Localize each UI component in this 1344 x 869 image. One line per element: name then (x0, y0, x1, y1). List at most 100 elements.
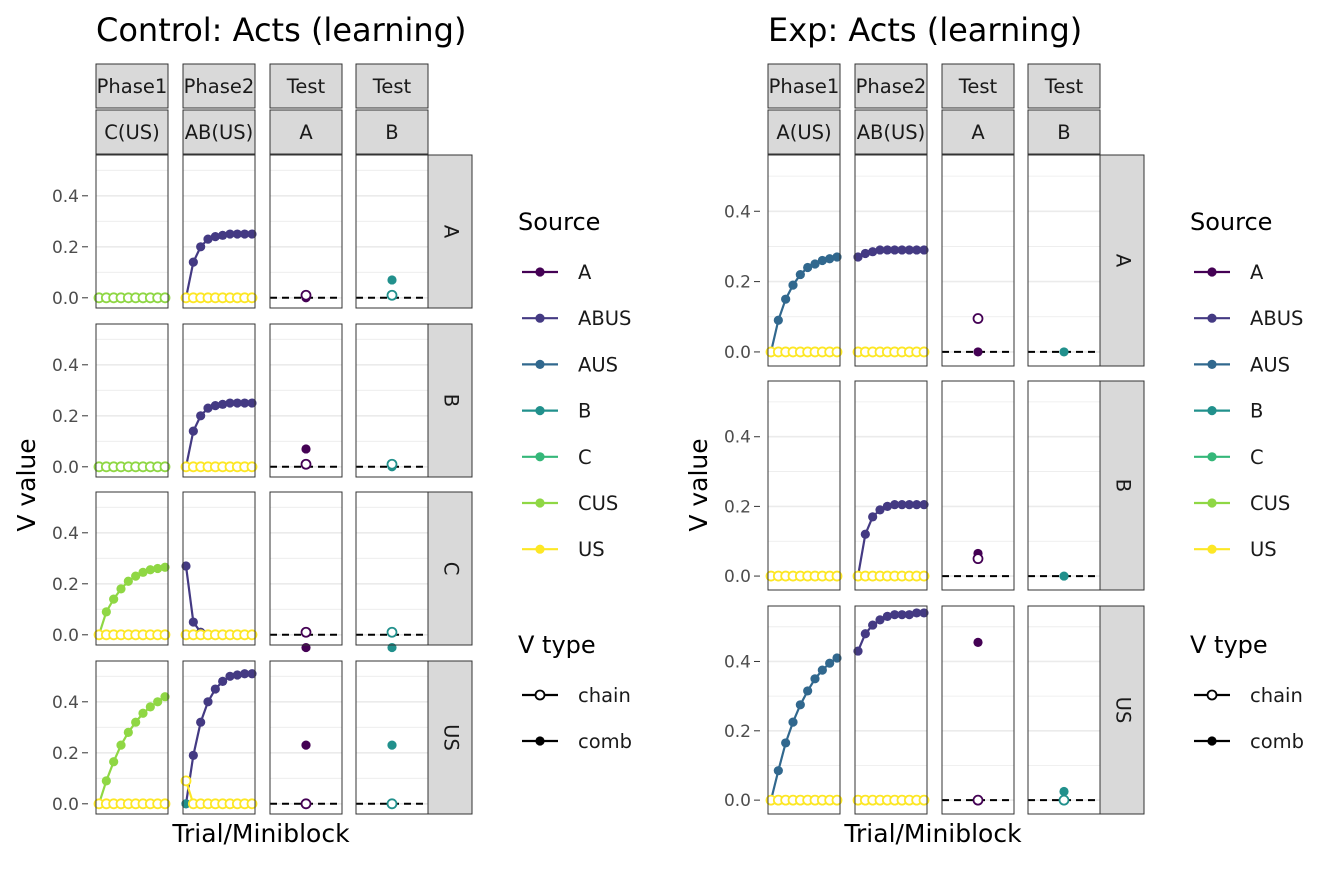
data-point-comb (301, 444, 311, 454)
facet-strip-top (355, 63, 429, 109)
facet-strip-bottom (182, 109, 256, 155)
facet-strip-bottom (767, 109, 841, 155)
data-point-chain (386, 626, 398, 638)
facet-panel (855, 606, 927, 814)
y-tick-label: 0.4 (52, 524, 79, 544)
facet-strip-bottom (941, 109, 1015, 155)
data-point-comb (788, 717, 798, 727)
facet-strip-top-label: Phase1 (769, 75, 840, 98)
series-A-chain (300, 798, 312, 810)
data-point-comb (160, 562, 170, 572)
series-A-comb (301, 444, 311, 454)
data-point-chain (300, 458, 312, 470)
data-point-comb (868, 512, 878, 522)
panel-border (767, 380, 841, 591)
facet-strip-row-label: B (1112, 479, 1135, 492)
legend-key-point (1207, 498, 1217, 508)
data-point-comb (116, 740, 126, 750)
legend-item-label: A (578, 261, 592, 284)
legend-item-label: CUS (1250, 492, 1290, 515)
panel-border (1027, 380, 1101, 591)
data-point-comb (882, 611, 892, 622)
facet-strip-bottom-label: C(US) (104, 121, 159, 144)
series-A-comb (973, 637, 983, 648)
data-point-comb (1059, 347, 1069, 357)
data-point-comb (203, 403, 213, 413)
series-A-comb (973, 347, 983, 357)
data-point-comb (825, 658, 835, 668)
facet-panel (270, 324, 342, 477)
legend-key-point-chain (534, 689, 546, 701)
panel-bg (356, 492, 428, 645)
data-point-comb (247, 398, 257, 408)
facet-panel (96, 324, 168, 477)
data-point-comb (247, 229, 257, 239)
data-point-comb (904, 610, 914, 620)
data-point-comb (897, 500, 907, 510)
data-point-comb (912, 245, 922, 255)
legend-item-label: B (578, 400, 591, 423)
data-point-comb (101, 776, 111, 786)
data-point-chain (300, 289, 312, 301)
data-point-chain (159, 629, 171, 641)
panel-bg (855, 155, 927, 366)
data-point-comb (188, 750, 198, 760)
facet-strip-top-label: Phase1 (97, 75, 168, 98)
panel-border (854, 154, 928, 367)
panel-bg (1028, 381, 1100, 590)
facet-strip-row-label: A (440, 225, 463, 239)
legend-title-source: Source (1190, 208, 1272, 236)
panel-border (269, 323, 343, 478)
facet-strip-row-label: US (440, 724, 463, 751)
panel-bg (356, 661, 428, 814)
panel-bg (270, 492, 342, 645)
data-point-comb (832, 653, 842, 663)
panel-border (767, 605, 841, 815)
series-US-chain (180, 775, 258, 810)
facet-panel (356, 324, 428, 477)
data-point-comb (301, 740, 311, 750)
panel-border (1027, 605, 1101, 815)
legend-item-label: US (578, 538, 605, 561)
data-point-chain (159, 798, 171, 810)
panel-bg (1028, 606, 1100, 814)
series-US-chain (765, 794, 843, 806)
facet-strip-bottom-label: B (385, 121, 398, 144)
facet-panel (96, 661, 168, 814)
series-B-chain (386, 798, 398, 810)
data-point-comb (188, 617, 198, 627)
y-tick-label: 0.4 (724, 202, 751, 222)
series-US-chain (765, 570, 843, 582)
legend-key-point (535, 359, 545, 369)
data-point-chain (159, 292, 171, 304)
data-point-chain (180, 775, 192, 787)
panel-bg (356, 155, 428, 308)
legend-item-label: AUS (578, 353, 618, 376)
panel-border (941, 154, 1015, 367)
data-point-comb (803, 686, 813, 696)
facet-strip-row (427, 491, 473, 646)
data-point-comb (853, 252, 863, 262)
facet-strip-bottom (854, 109, 928, 155)
data-point-chain (159, 461, 171, 473)
panel-bg (270, 661, 342, 814)
facet-strip-top (854, 63, 928, 109)
data-point-comb (109, 757, 119, 767)
data-point-comb (387, 740, 397, 750)
legend-item-label: C (578, 446, 592, 469)
panel-border (269, 660, 343, 815)
facet-strip-row (427, 323, 473, 478)
series-US-chain (852, 346, 930, 358)
data-point-comb (225, 671, 235, 681)
facet-strip-bottom (355, 109, 429, 155)
panel-border (941, 605, 1015, 815)
series-ABUS-comb (181, 669, 257, 809)
series-B-comb (1059, 571, 1069, 581)
panel-border (182, 660, 256, 815)
data-point-chain (300, 798, 312, 810)
panel-bg (356, 324, 428, 477)
data-point-chain (972, 794, 984, 806)
y-tick-label: 0.0 (52, 626, 79, 646)
data-point-comb (919, 608, 929, 618)
panel-border (182, 323, 256, 478)
